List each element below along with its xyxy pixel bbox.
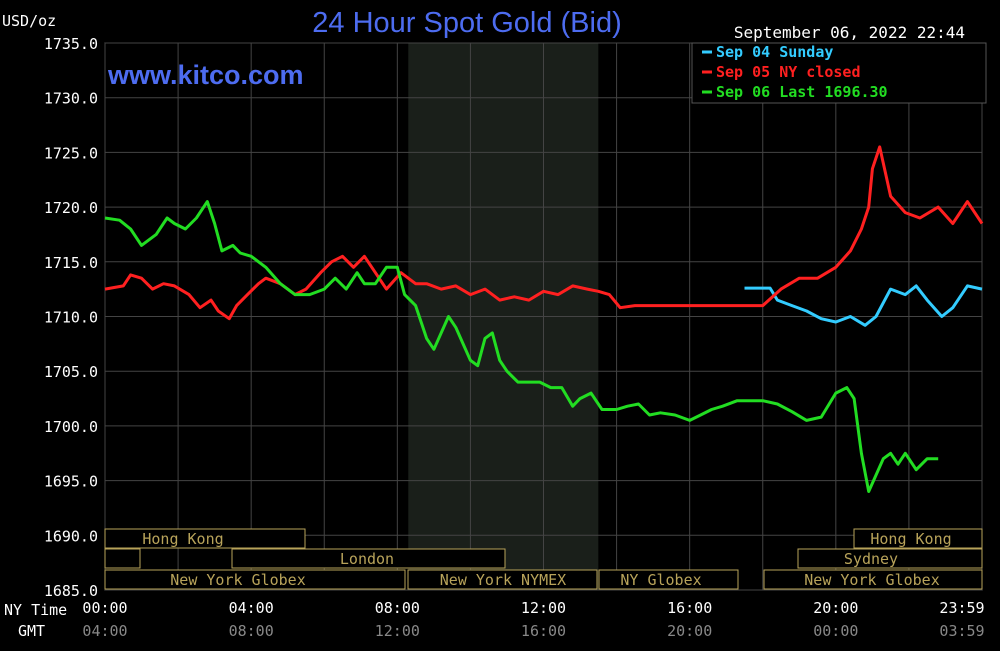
y-tick-label: 1695.0 [44, 473, 98, 491]
series-line-3 [104, 200, 939, 493]
session-label: Hong Kong [870, 530, 951, 548]
series-line-1 [744, 284, 983, 327]
gmt-row-label: GMT [18, 622, 45, 640]
session-label: NY Globex [620, 571, 701, 589]
timestamp: September 06, 2022 22:44 [734, 23, 965, 42]
session-bar [104, 528, 306, 549]
y-tick-label: 1685.0 [44, 582, 98, 600]
x-tick-label-gmt: 00:00 [813, 622, 858, 640]
session-label: Hong Kong [142, 530, 223, 548]
y-tick-label: 1710.0 [44, 309, 98, 327]
session-bar [598, 569, 739, 590]
session-bar [407, 569, 598, 590]
y-tick-label: 1720.0 [44, 199, 98, 217]
session-label: Sydney [844, 550, 898, 568]
y-tick-label: 1725.0 [44, 144, 98, 162]
y-tick-label: 1690.0 [44, 527, 98, 545]
x-tick-label-gmt: 04:00 [82, 622, 127, 640]
legend-entry: Sep 04 Sunday [716, 43, 833, 61]
chart-title: 24 Hour Spot Gold (Bid) [312, 7, 621, 39]
x-tick-label-ny: 08:00 [375, 599, 420, 617]
watermark: www.kitco.com [107, 60, 304, 90]
legend-entry: Sep 06 Last 1696.30 [716, 83, 888, 101]
y-tick-label: 1715.0 [44, 254, 98, 272]
session-label: London [340, 550, 394, 568]
y-tick-label: 1705.0 [44, 363, 98, 381]
session-bar [104, 548, 141, 569]
x-tick-label-ny: 23:59 [939, 599, 984, 617]
x-tick-label-gmt: 08:00 [229, 622, 274, 640]
x-tick-label-gmt: 03:59 [939, 622, 984, 640]
legend: Sep 04 Sunday Sep 05 NY closed Sep 06 Last… [691, 42, 987, 104]
y-tick-label: 1730.0 [44, 90, 98, 108]
session-bar [104, 569, 406, 590]
session-bar [231, 548, 506, 569]
x-tick-label-gmt: 12:00 [375, 622, 420, 640]
series-line-2 [104, 145, 984, 321]
y-tick-label: 1700.0 [44, 418, 98, 436]
x-tick-label-gmt: 16:00 [521, 622, 566, 640]
x-tick-label-ny: 20:00 [813, 599, 858, 617]
legend-entry: Sep 05 NY closed [716, 63, 861, 81]
x-tick-label-gmt: 20:00 [667, 622, 712, 640]
session-label: New York NYMEX [440, 571, 566, 589]
x-tick-label-ny: 00:00 [82, 599, 127, 617]
x-tick-label-ny: 04:00 [229, 599, 274, 617]
session-bar [853, 528, 983, 549]
x-tick-label-ny: 16:00 [667, 599, 712, 617]
session-label: New York Globex [170, 571, 305, 589]
session-bar [763, 569, 983, 590]
ny-time-row-label: NY Time [4, 601, 67, 619]
unit-label: USD/oz [2, 12, 56, 30]
x-tick-label-ny: 12:00 [521, 599, 566, 617]
session-label: New York Globex [804, 571, 939, 589]
session-bar [797, 548, 983, 569]
y-tick-label: 1735.0 [44, 35, 98, 53]
